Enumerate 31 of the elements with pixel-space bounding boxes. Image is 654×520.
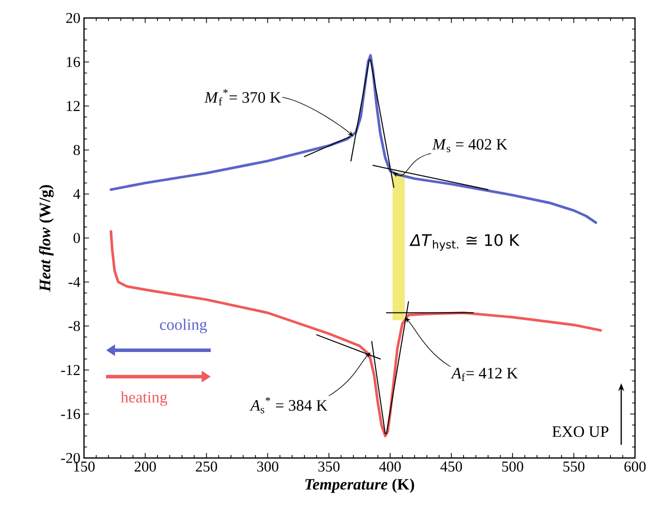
annotation: ΔT$_{hyst.}$ ≅ 10 K (409, 234, 520, 251)
x-tick-label: 450 (440, 462, 462, 472)
annotation: EXO UP (552, 426, 608, 437)
y-tick-label: 0 (74, 232, 80, 244)
y-tick-label: 16 (66, 56, 80, 68)
legend-label: heating (120, 391, 168, 406)
y-tick-label: 8 (74, 144, 80, 156)
y-tick-label: -8 (68, 320, 80, 332)
x-tick-label: 550 (563, 462, 584, 472)
text: cooling (160, 318, 207, 334)
x-tick-label: 500 (502, 462, 524, 472)
x-tick-label: 600 (624, 462, 646, 472)
x-axis-title: Temperature (K) (305, 478, 414, 493)
y-axis-title: Heat flow (W/g) (38, 185, 54, 292)
x-tick-label: 250 (196, 462, 218, 472)
x-tick-label: 150 (74, 462, 95, 472)
x-tick-label: 400 (379, 462, 401, 472)
annotation: A$_{f}$= 412 K (450, 368, 518, 381)
annotation: M$_{f}$$^{*}$= 370 K (204, 89, 281, 106)
x-tick-label: 300 (257, 462, 278, 472)
annotation: M$_{s}$ = 402 K (432, 138, 508, 152)
y-tick-label: -16 (61, 408, 80, 420)
y-tick-label: 20 (66, 12, 80, 24)
y-tick-label: 4 (73, 189, 80, 199)
y-tick-label: -12 (61, 365, 80, 375)
x-tick-label: 350 (318, 462, 340, 472)
x-tick-label: 200 (134, 462, 156, 472)
y-tick-label: 12 (66, 101, 80, 111)
y-tick-label: -20 (61, 452, 80, 464)
annotation: A$_{s}$$^{*}$ = 384 K (250, 397, 328, 414)
y-tick-label: -4 (68, 277, 80, 287)
